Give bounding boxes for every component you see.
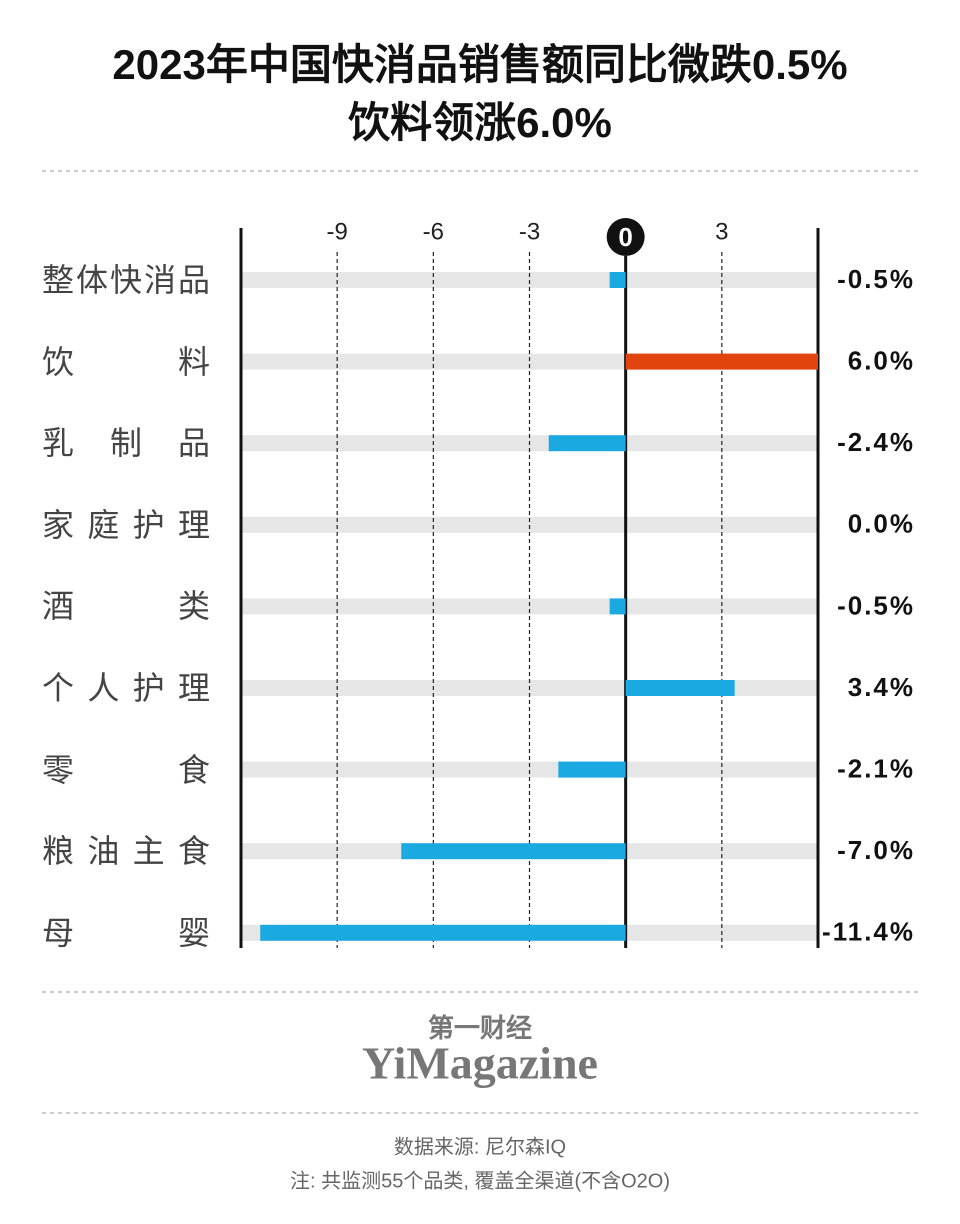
brand-en: YiMagazine bbox=[362, 1038, 598, 1089]
y-tick-label: 饮料 bbox=[42, 343, 210, 380]
y-tick-label: 乳制品 bbox=[42, 425, 210, 462]
bar bbox=[260, 924, 626, 941]
note: 注: 共监测55个品类, 覆盖全渠道(不含O2O) bbox=[290, 1169, 670, 1192]
value-label: 3.4% bbox=[848, 672, 915, 702]
value-label: 0.0% bbox=[848, 509, 915, 539]
value-label: -11.4% bbox=[822, 917, 915, 947]
x-tick-label: 0 bbox=[618, 222, 632, 252]
chart-title: 2023年中国快消品销售额同比微跌0.5% bbox=[112, 41, 847, 88]
y-tick-label: 粮油主食 bbox=[42, 833, 210, 870]
bar-track bbox=[241, 598, 818, 615]
bar bbox=[609, 272, 626, 288]
x-tick-label: -6 bbox=[423, 218, 444, 245]
x-tick-label: -3 bbox=[519, 218, 540, 245]
brand-cn: 第一财经 bbox=[428, 1013, 532, 1043]
source: 数据来源: 尼尔森IQ bbox=[394, 1135, 566, 1158]
x-tick-label: 3 bbox=[715, 218, 728, 245]
bar bbox=[625, 353, 818, 370]
bar bbox=[401, 843, 626, 860]
zero-marker bbox=[606, 218, 645, 256]
y-tick-label: 零食 bbox=[42, 751, 210, 788]
x-tick-label: -9 bbox=[326, 218, 347, 245]
value-label: -7.0% bbox=[837, 835, 915, 865]
y-tick-label: 个人护理 bbox=[42, 670, 210, 706]
bar-track bbox=[241, 516, 818, 533]
y-tick-label: 整体快消品 bbox=[42, 262, 210, 298]
bar bbox=[548, 435, 626, 452]
value-label: -2.1% bbox=[837, 753, 915, 783]
bar bbox=[625, 680, 735, 696]
chart-title: 饮料领涨6.0% bbox=[348, 99, 612, 146]
bar bbox=[558, 761, 626, 778]
value-label: -2.4% bbox=[837, 427, 915, 457]
y-tick-label: 母婴 bbox=[42, 914, 210, 951]
y-tick-label: 酒类 bbox=[42, 588, 210, 625]
value-label: -0.5% bbox=[837, 590, 915, 620]
value-label: 6.0% bbox=[848, 345, 915, 375]
bar-track bbox=[241, 761, 818, 778]
value-label: -0.5% bbox=[837, 264, 915, 294]
bar bbox=[609, 598, 626, 615]
y-tick-label: 家庭护理 bbox=[42, 506, 210, 543]
